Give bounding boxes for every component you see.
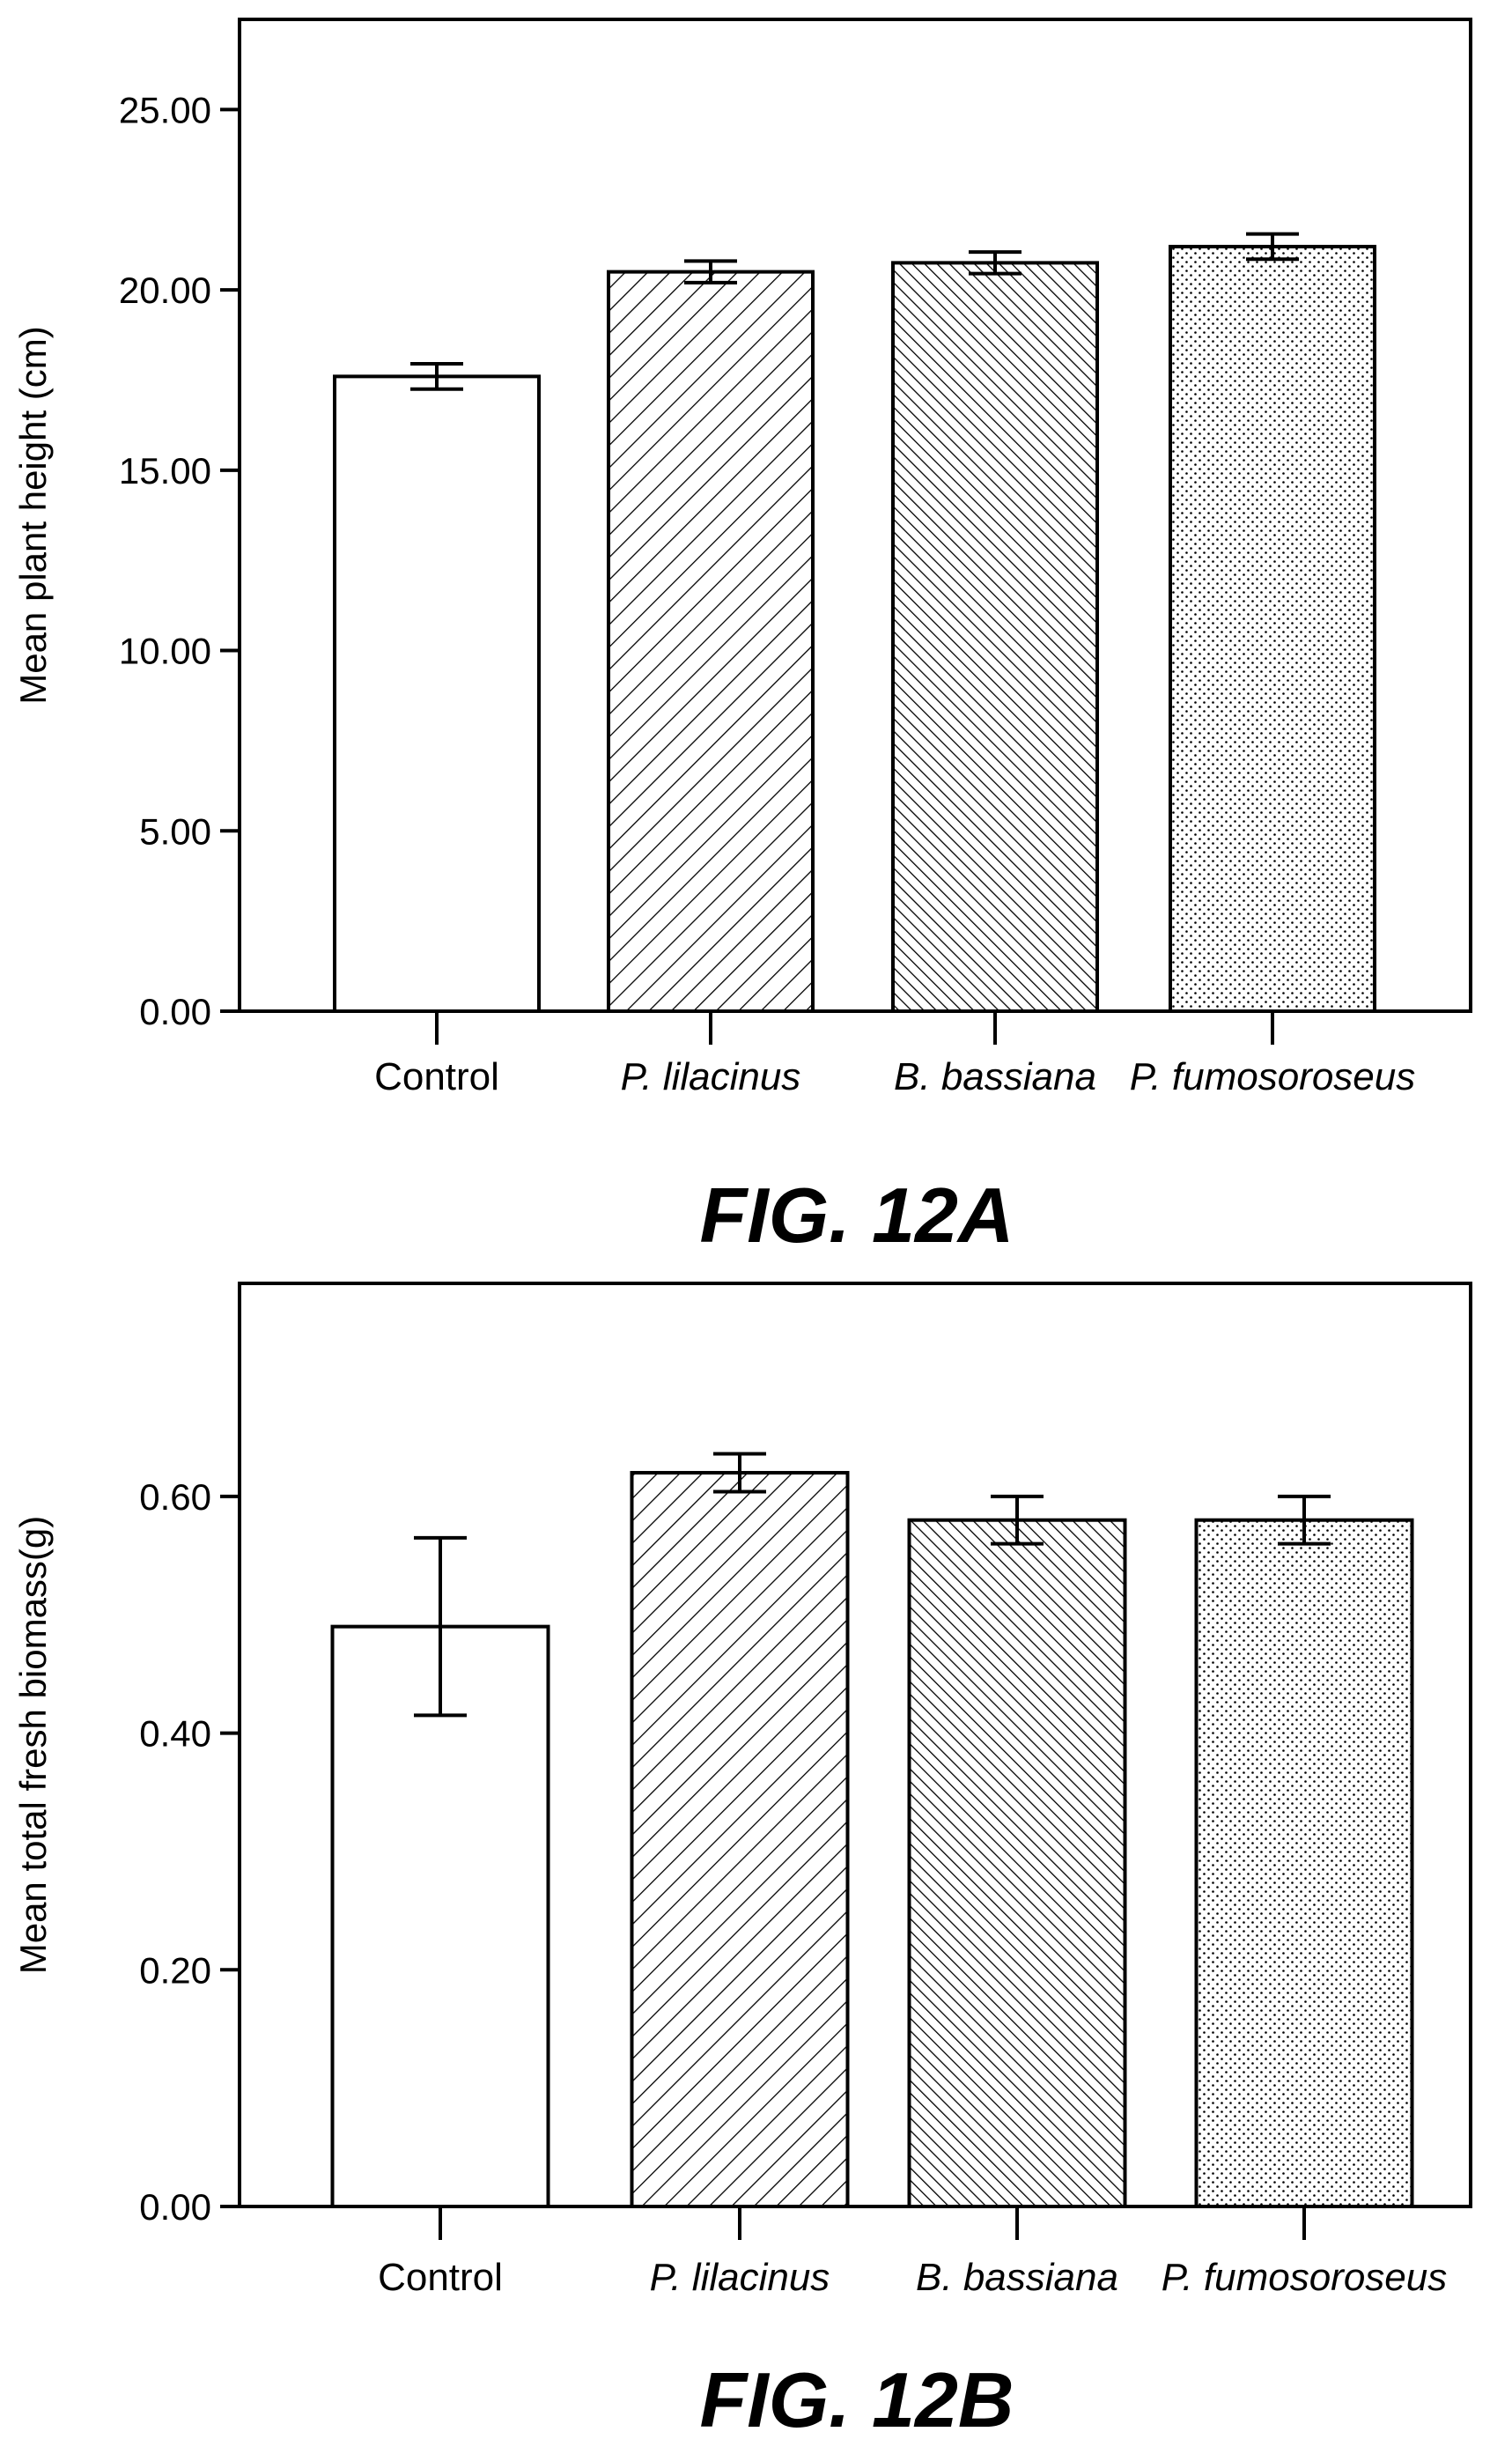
chart-12b-error-bar-0 — [414, 1535, 467, 1718]
chart-12a-bar-3 — [1169, 244, 1376, 1013]
chart-12b-error-bar-1 — [713, 1452, 766, 1494]
chart-12b-error-bar-3 — [1278, 1494, 1331, 1546]
chart-12b-error-bar-2 — [991, 1494, 1044, 1546]
chart-12b-category-label-3: P. fumosoroseus — [1162, 2256, 1447, 2299]
chart-12b-bar-3 — [1194, 1518, 1414, 2208]
chart-12b-y-tick-label: 0.00 — [139, 2186, 211, 2228]
chart-12a-error-bar-2 — [969, 250, 1022, 276]
chart-12a-bar-1 — [607, 270, 815, 1014]
chart-12b-y-tick-label: 0.40 — [139, 1713, 211, 1755]
chart-12b-y-tick-label: 0.60 — [139, 1476, 211, 1518]
chart-12a-y-tick-label: 10.00 — [119, 631, 211, 672]
chart-12b-category-label-2: B. bassiana — [916, 2256, 1118, 2299]
chart-12a-y-axis-title: Mean plant height (cm) — [12, 326, 54, 705]
chart-12b-category-label-1: P. lilacinus — [650, 2256, 830, 2299]
chart-12a-category-label-0: Control — [374, 1055, 499, 1098]
chart-12b-y-axis-title: Mean total fresh biomass(g) — [12, 1516, 54, 1975]
chart-12a-category-label-2: B. bassiana — [894, 1055, 1096, 1098]
chart-12a-y-tick-label: 25.00 — [119, 89, 211, 130]
figure-label-12b: FIG. 12B — [700, 2356, 1014, 2443]
chart-12a: 0.00 5.00 10.00 15.00 20.00 25.00 Mean plant h… — [12, 18, 1472, 1098]
chart-12a-y-tick-label: 15.00 — [119, 450, 211, 492]
chart-12a-error-bar-0 — [410, 362, 463, 391]
chart-12b-bar-2 — [907, 1518, 1127, 2208]
chart-12a-y-tick-label: 20.00 — [119, 270, 211, 311]
chart-12b-bar-1 — [630, 1470, 850, 2208]
chart-12a-category-label-3: P. fumosoroseus — [1130, 1055, 1415, 1098]
chart-12a-y-tick-label: 0.00 — [139, 991, 211, 1032]
chart-12a-plot-frame — [238, 18, 1472, 1013]
chart-12a-error-bar-3 — [1246, 232, 1299, 262]
chart-12a-y-tick-label: 5.00 — [139, 810, 211, 852]
chart-12b-category-label-0: Control — [378, 2256, 503, 2299]
chart-12a-error-bar-1 — [684, 259, 737, 285]
chart-12b-y-tick-label: 0.20 — [139, 1949, 211, 1991]
chart-12a-category-label-1: P. lilacinus — [621, 1055, 801, 1098]
chart-12b-bar-0 — [330, 1624, 550, 2208]
chart-12a-bar-2 — [891, 261, 1099, 1013]
chart-12b-plot-frame — [238, 1282, 1472, 2208]
chart-12b: 0.00 0.20 0.40 0.60 Mean total fresh biomass… — [12, 1282, 1472, 2299]
chart-12a-bar-0 — [333, 374, 541, 1013]
figure-label-12a: FIG. 12A — [700, 1172, 1014, 1259]
